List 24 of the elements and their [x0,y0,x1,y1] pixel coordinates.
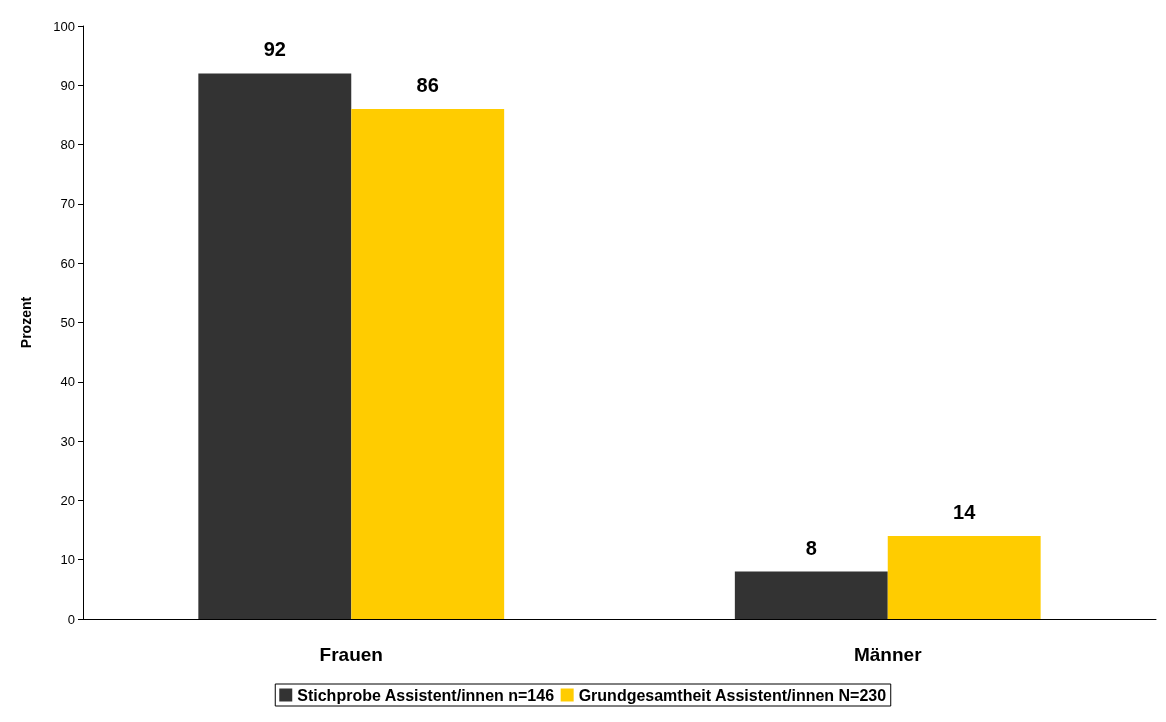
bar [198,73,352,619]
y-tick-label: 10 [60,552,75,568]
bar [351,109,505,619]
bar [887,535,1041,619]
y-axis-title: Prozent [18,296,34,349]
data-label: 14 [953,500,977,523]
y-tick-label: 60 [60,255,75,271]
data-label: 92 [263,38,286,61]
y-tick-label: 50 [60,315,75,330]
y-tick-label: 80 [60,137,75,153]
data-label: 86 [416,74,439,97]
y-tick-label: 90 [60,77,75,93]
legend-label: Stichprobe Assistent/innen n=146 [297,686,555,704]
data-label: 8 [805,536,817,559]
y-tick-label: 0 [67,611,75,627]
y-tick-label: 30 [60,433,75,449]
x-tick-label: Frauen [319,644,383,665]
x-tick-label: Männer [853,644,923,665]
y-tick-label: 100 [53,18,75,34]
y-tick-label: 40 [60,374,75,390]
y-tick-label: 70 [60,196,75,212]
legend-label: Grundgesamtheit Assistent/innen N=230 [578,686,887,704]
bar [734,571,888,619]
y-tick-label: 20 [60,492,75,508]
